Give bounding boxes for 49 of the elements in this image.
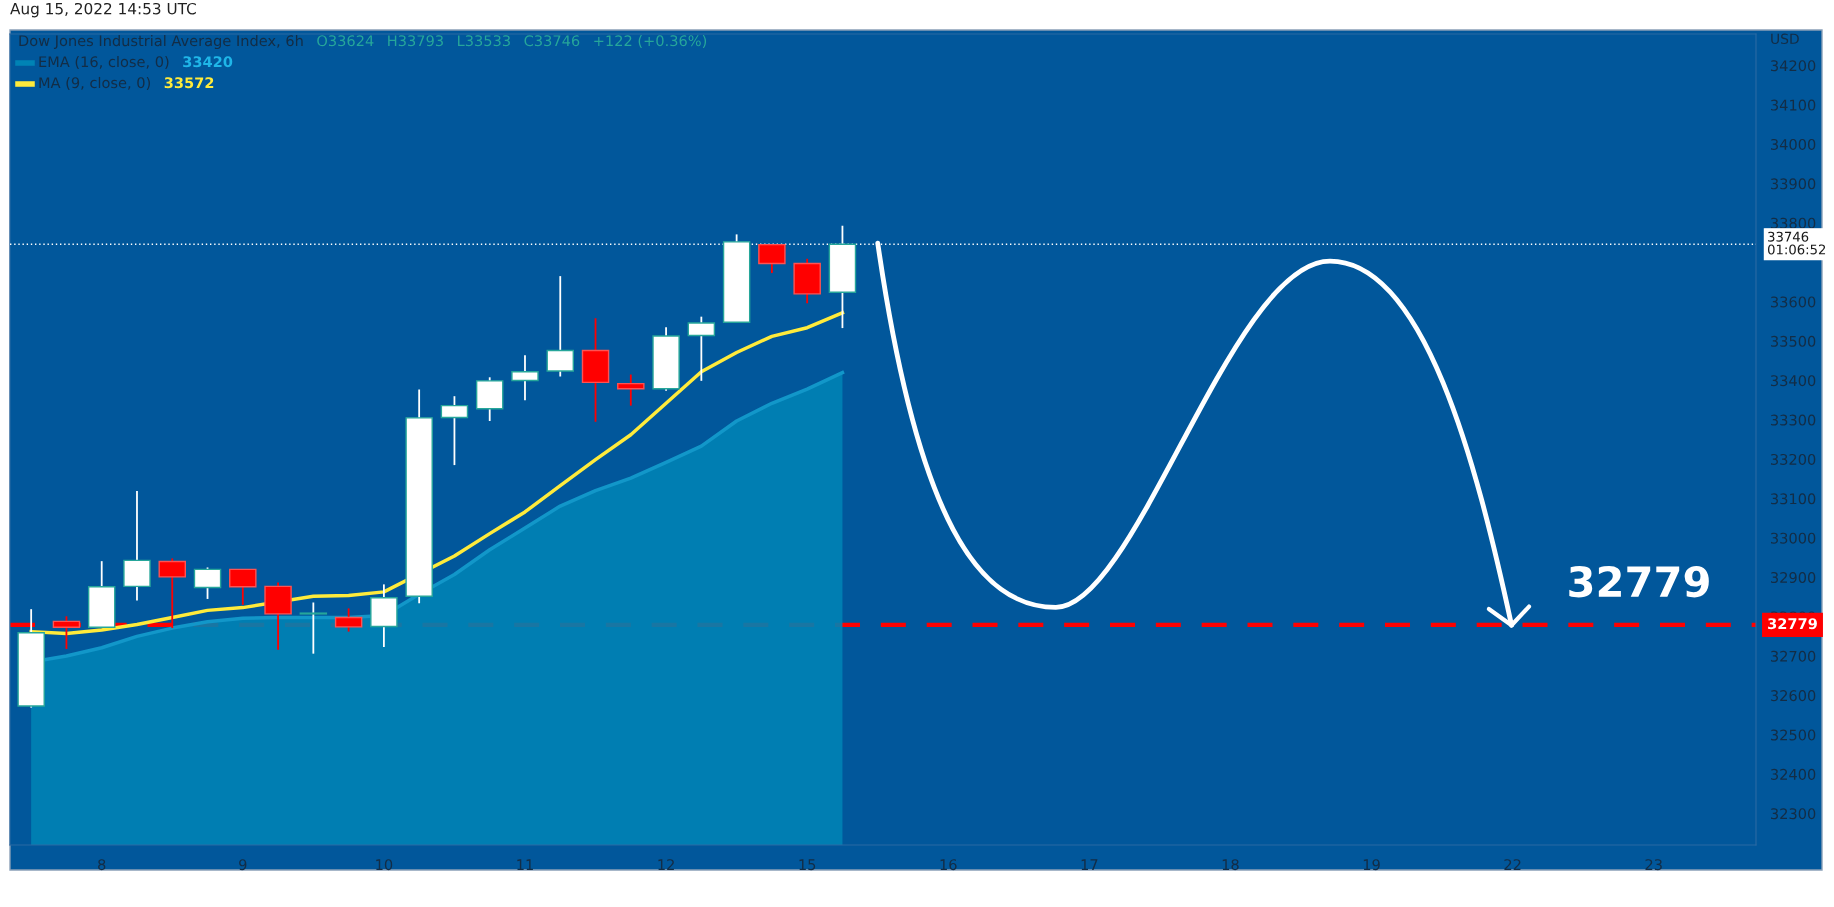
x-tick-label: 12: [658, 859, 674, 870]
annotation: L33533: [458, 35, 510, 47]
ref-line-label: 33746: [1768, 231, 1809, 242]
legend-label: MA (9, close, 0): [39, 76, 150, 90]
y-tick-label: 34100: [1771, 99, 1816, 111]
y-tick-label: 33300: [1771, 414, 1816, 426]
annotation: C33746: [524, 35, 580, 47]
annotation: 33420: [183, 56, 233, 68]
annotation: 33572: [164, 77, 214, 89]
candlestick: [617, 373, 645, 407]
y-tick-label: 33100: [1771, 493, 1816, 505]
y-tick-label: 33800: [1771, 217, 1816, 229]
x-tick-label: 8: [98, 859, 106, 871]
y-tick-label: 32600: [1771, 690, 1816, 702]
text: 32779: [1569, 565, 1709, 598]
candlestick: [299, 601, 328, 655]
y-tick-label: 34200: [1771, 60, 1816, 72]
x-tick-label: 18: [1222, 859, 1239, 871]
x-tick-label: 22: [1504, 859, 1521, 870]
x-tick-label: 17: [1081, 859, 1098, 870]
text: 01:06:52: [1767, 244, 1826, 255]
y-tick-label: 32500: [1771, 729, 1816, 741]
x-tick-label: 16: [940, 859, 957, 871]
y-tick-label: 33900: [1771, 178, 1816, 190]
y-axis-title: USD: [1771, 33, 1799, 45]
y-tick-label: 32700: [1771, 650, 1816, 662]
text: Aug 15, 2022 14:53 UTC: [10, 2, 196, 18]
annotation: +122 (+0.36%): [594, 34, 707, 48]
annotation: H33793: [388, 35, 443, 47]
y-tick-label: 32900: [1771, 572, 1816, 584]
ref-line-label: 32779: [1768, 618, 1817, 630]
x-tick-label: 11: [517, 859, 533, 870]
y-tick-label: 33200: [1771, 453, 1816, 465]
x-tick-label: 19: [1363, 859, 1380, 871]
y-tick-label: 32400: [1771, 768, 1816, 780]
x-tick-label: 23: [1645, 859, 1662, 871]
x-tick-label: 9: [239, 859, 247, 871]
y-tick-label: 33400: [1771, 375, 1816, 387]
y-tick-label: 33600: [1771, 296, 1816, 308]
y-tick-label: 32300: [1771, 808, 1816, 820]
y-tick-label: 33000: [1771, 532, 1816, 544]
legend-label: EMA (16, close, 0): [39, 55, 169, 69]
x-tick-label: 10: [376, 859, 393, 871]
y-tick-label: 33500: [1771, 335, 1816, 347]
x-tick-label: 15: [799, 859, 816, 871]
line-series: [29, 310, 845, 636]
y-tick-label: 34000: [1771, 138, 1816, 150]
annotation: O33624: [317, 35, 374, 47]
chart-title: Dow Jones Industrial Average Index, 6h: [19, 34, 303, 50]
